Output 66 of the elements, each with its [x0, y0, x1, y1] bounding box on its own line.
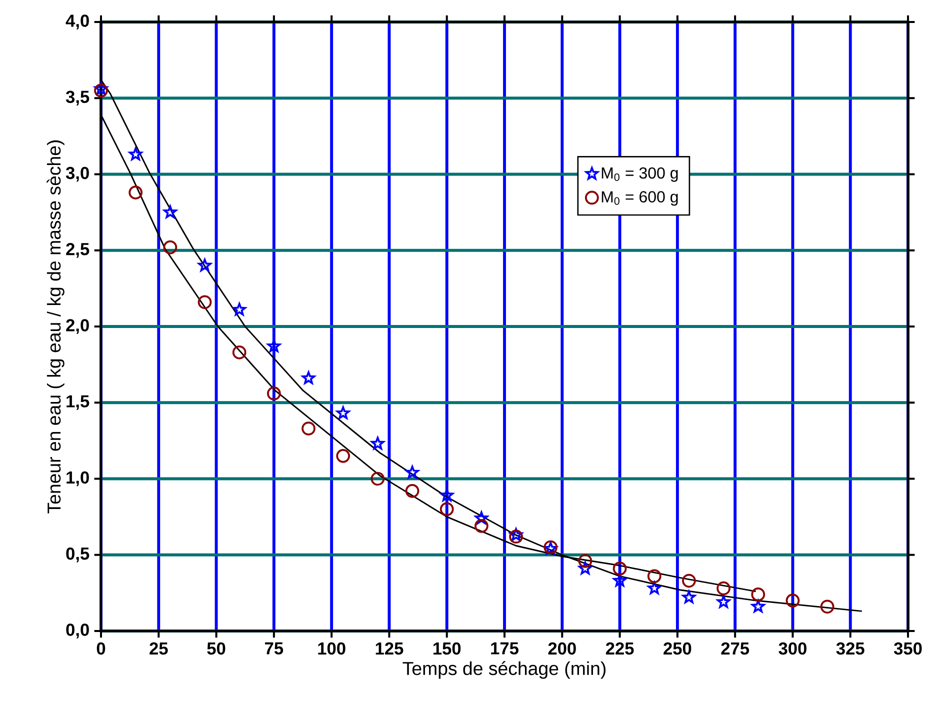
- point: [371, 436, 384, 450]
- x-tick-label: 350: [894, 642, 922, 655]
- point: [751, 600, 765, 612]
- point: [405, 484, 420, 498]
- y-tick-label: 1,0: [66, 471, 89, 486]
- point: [613, 574, 626, 587]
- point: [128, 148, 142, 160]
- x-tick-label: 125: [376, 642, 404, 655]
- y-tick-label: 0,5: [66, 547, 90, 562]
- legend-label: M$_{0}$ = 600 g: [602, 191, 678, 206]
- point: [820, 600, 834, 614]
- y-tick-label: 3,5: [66, 90, 90, 106]
- point: [786, 594, 800, 608]
- point: [682, 590, 696, 604]
- point: [474, 511, 488, 524]
- point: [128, 186, 143, 200]
- x-tick-label: 200: [548, 642, 576, 655]
- x-tick-label: 75: [265, 642, 284, 654]
- point: [94, 82, 108, 95]
- y-axis-title: Teneur en eau ( kg eau / kg de masse sèche): [46, 140, 64, 514]
- point: [716, 595, 730, 608]
- point: [440, 502, 454, 516]
- y-tick-label: 4,0: [66, 14, 89, 30]
- point: [406, 466, 419, 478]
- point: [647, 569, 662, 584]
- point: [267, 339, 281, 352]
- y-tick-label: 2,0: [66, 319, 89, 334]
- point: [302, 422, 316, 436]
- x-tick-label: 300: [778, 642, 806, 655]
- point: [370, 472, 385, 486]
- point: [474, 519, 488, 533]
- point: [198, 258, 212, 272]
- x-tick-label: 175: [491, 642, 518, 654]
- point: [648, 581, 662, 594]
- x-tick-label: 100: [318, 642, 346, 655]
- x-tick-label: 0: [96, 642, 106, 655]
- point: [163, 240, 178, 254]
- y-tick-label: 3,0: [66, 166, 89, 182]
- legend-label: M$_{0}$ = 300 g: [602, 167, 678, 182]
- point: [578, 562, 592, 574]
- x-axis-title: Temps de séchage (min): [402, 661, 606, 679]
- point: [198, 295, 212, 310]
- y-tick-label: 1,5: [66, 395, 90, 410]
- y-tick-label: 0,0: [66, 624, 89, 638]
- point: [302, 371, 316, 384]
- point: [716, 581, 730, 596]
- x-tick-label: 50: [207, 642, 226, 655]
- point: [232, 345, 246, 360]
- point: [440, 488, 454, 502]
- point: [578, 554, 592, 568]
- point: [164, 205, 177, 218]
- point: [336, 406, 350, 420]
- point: [682, 574, 696, 588]
- point: [232, 302, 246, 316]
- x-tick-label: 150: [433, 642, 461, 655]
- point: [336, 448, 350, 463]
- point: [612, 562, 627, 576]
- x-tick-label: 25: [150, 642, 168, 655]
- point: [751, 588, 766, 602]
- y-tick-label: 2,5: [66, 242, 90, 258]
- x-tick-label: 325: [836, 642, 864, 655]
- point: [509, 528, 523, 541]
- x-tick-label: 250: [664, 642, 692, 655]
- point: [266, 386, 281, 400]
- x-tick-label: 225: [606, 642, 634, 655]
- x-tick-label: 275: [721, 642, 750, 655]
